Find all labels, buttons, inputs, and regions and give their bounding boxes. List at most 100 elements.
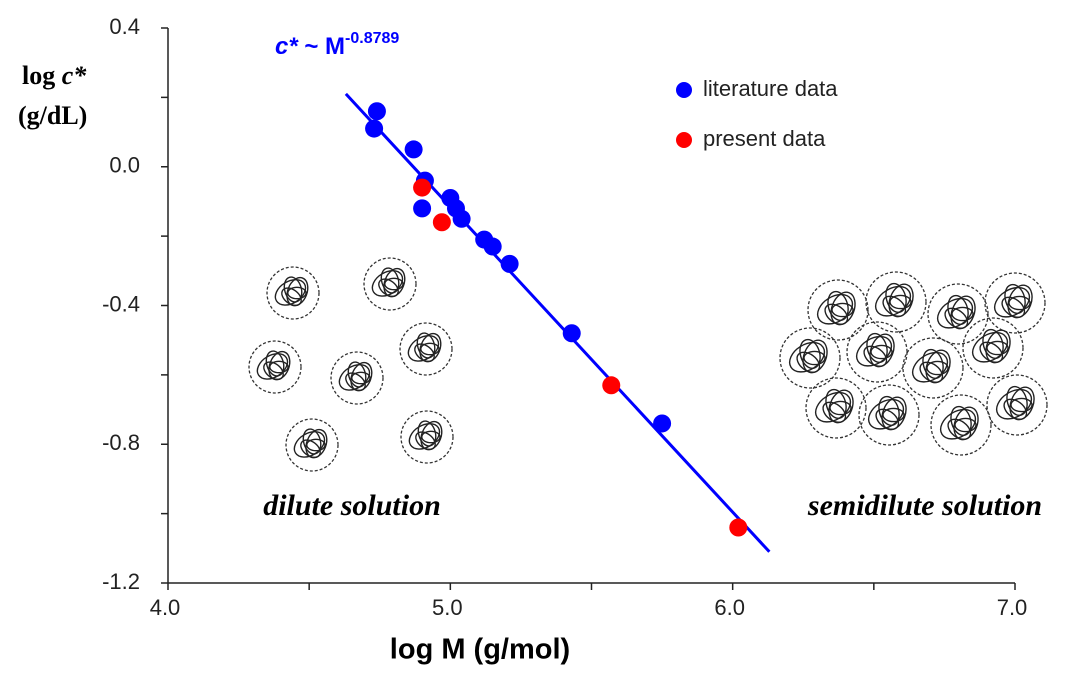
- coil-boundary: [846, 321, 908, 383]
- legend-marker: [676, 132, 692, 148]
- coil-strand: [814, 391, 852, 423]
- coil-strand: [888, 283, 914, 318]
- coil-strand: [936, 297, 974, 329]
- y-tick-label: -1.2: [102, 569, 140, 594]
- coil-strand: [889, 294, 912, 310]
- coil-boundary: [858, 384, 920, 446]
- coil-boundary: [266, 266, 320, 320]
- y-label-variable: c*: [62, 61, 88, 90]
- coil-strand: [268, 350, 291, 381]
- x-tick-label: 4.0: [150, 595, 181, 620]
- data-point: [653, 414, 672, 433]
- coil-strand: [882, 407, 905, 423]
- legend-marker: [676, 82, 692, 98]
- coil-strand: [383, 267, 406, 298]
- coil-strand: [1010, 397, 1033, 413]
- coil-strand: [803, 350, 826, 366]
- fit-line: [344, 92, 771, 553]
- y-tick-label: -0.4: [102, 291, 140, 316]
- data-point: [452, 209, 471, 228]
- equation-exponent: -0.8789: [345, 30, 399, 47]
- data-point: [404, 140, 423, 159]
- equation-relation: ~ M: [298, 33, 345, 60]
- coil-strand: [855, 335, 893, 367]
- coil-strand: [995, 388, 1033, 420]
- coil-boundary: [330, 351, 384, 405]
- coil-strand: [831, 302, 854, 318]
- data-point: [483, 237, 502, 256]
- equation-variable: c*: [275, 33, 299, 60]
- coil-boundary: [779, 327, 841, 389]
- coil-strand: [788, 341, 826, 373]
- coil-boundary: [363, 257, 417, 311]
- coil-boundary: [805, 377, 867, 439]
- coil-strand: [1007, 284, 1033, 319]
- coil-boundary: [400, 410, 454, 464]
- data-point: [413, 199, 432, 218]
- coil-boundary: [285, 418, 339, 472]
- coil-boundary: [248, 340, 302, 394]
- coil-illustrations: [248, 257, 1048, 472]
- coil-boundary: [984, 272, 1046, 334]
- y-label-prefix: log: [22, 61, 62, 90]
- data-point: [432, 213, 451, 232]
- coil-boundary: [865, 271, 927, 333]
- coil-strand: [286, 276, 309, 307]
- y-axis-label: log c*: [22, 61, 87, 90]
- coil-strand: [256, 352, 289, 380]
- coil-strand: [1008, 295, 1031, 311]
- x-tick-label: 6.0: [714, 595, 745, 620]
- coil-boundary: [930, 394, 992, 456]
- coil-strand: [408, 422, 441, 450]
- coil-strand: [420, 420, 443, 451]
- coil-strand: [407, 334, 440, 362]
- legend-label: present data: [703, 126, 826, 151]
- coil-strand: [829, 400, 852, 416]
- coil-boundary: [962, 317, 1024, 379]
- coil-strand: [830, 291, 856, 326]
- coil-strand: [939, 408, 977, 440]
- annotation: dilute solution: [263, 489, 441, 522]
- x-axis-label: log M (g/mol): [390, 634, 570, 666]
- coil-strand: [926, 360, 949, 376]
- coil-boundary: [902, 337, 964, 399]
- coil-boundary: [807, 279, 869, 341]
- y-tick-label: 0.4: [109, 14, 140, 39]
- coil-boundary: [986, 374, 1048, 436]
- coil-boundary: [399, 322, 453, 376]
- coil-strand: [951, 306, 974, 322]
- data-point: [500, 254, 519, 273]
- data-point: [413, 178, 432, 197]
- coil-strand: [954, 417, 977, 433]
- legend-label: literature data: [703, 76, 838, 101]
- y-axis-unit: (g/dL): [18, 101, 87, 130]
- coil-strand: [816, 293, 854, 325]
- coil-strand: [1009, 386, 1035, 421]
- coil-strand: [985, 329, 1011, 364]
- x-tick-label: 7.0: [997, 595, 1028, 620]
- coil-strand: [870, 344, 893, 360]
- x-tick-label: 5.0: [432, 595, 463, 620]
- coil-strand: [305, 428, 328, 459]
- coil-strand: [869, 333, 895, 368]
- coil-strand: [874, 285, 912, 317]
- y-tick-label: -0.8: [102, 430, 140, 455]
- coil-strand: [828, 389, 854, 424]
- coil-strand: [350, 361, 373, 392]
- coil-strand: [986, 340, 1009, 356]
- y-tick-label: 0.0: [109, 153, 140, 178]
- coil-strand: [911, 351, 949, 383]
- coil-strand: [881, 396, 907, 431]
- coil-strand: [274, 278, 307, 306]
- coil-strand: [802, 339, 828, 374]
- fit-equation: c* ~ M-0.8789: [275, 30, 399, 60]
- coil-strand: [993, 286, 1031, 318]
- coil-boundary: [927, 283, 989, 345]
- data-point: [367, 102, 386, 121]
- coil-strand: [971, 331, 1009, 363]
- data-point: [602, 376, 621, 395]
- data-point: [729, 518, 748, 537]
- coil-strand: [925, 349, 951, 384]
- coil-strand: [867, 398, 905, 430]
